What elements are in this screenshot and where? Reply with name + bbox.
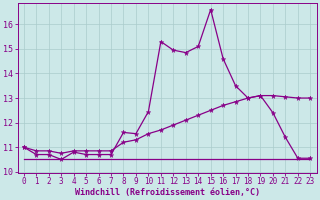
- X-axis label: Windchill (Refroidissement éolien,°C): Windchill (Refroidissement éolien,°C): [75, 188, 260, 197]
